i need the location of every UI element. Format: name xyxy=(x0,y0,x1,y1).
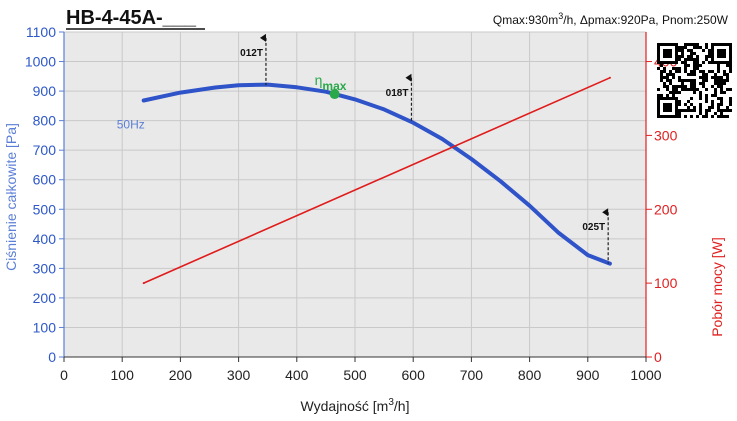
y-left-tick-label: 600 xyxy=(33,172,57,188)
power-point xyxy=(143,282,145,284)
pressure-point xyxy=(383,108,385,110)
y-left-tick-label: 400 xyxy=(33,231,57,247)
pressure-point xyxy=(412,122,414,124)
y-left-tick-label: 900 xyxy=(33,83,57,99)
x-tick-label: 800 xyxy=(518,367,542,383)
y-left-tick-label: 200 xyxy=(33,290,57,306)
pressure-point xyxy=(499,180,501,182)
pressure-point xyxy=(558,232,560,234)
marker-label: 012T xyxy=(240,48,263,59)
y-left-tick-label: 1000 xyxy=(25,54,56,70)
series-label-50hz: 50Hz xyxy=(117,118,145,132)
marker-label: 025T xyxy=(582,222,605,233)
x-tick-label: 0 xyxy=(60,367,68,383)
pressure-point xyxy=(237,84,239,86)
power-point xyxy=(609,77,611,79)
pressure-point xyxy=(609,262,611,264)
x-tick-label: 900 xyxy=(576,367,600,383)
x-tick-label: 400 xyxy=(285,367,309,383)
y-axis-right-label: Pobór mocy [W] xyxy=(709,237,725,337)
y-right-tick-label: 0 xyxy=(654,349,662,365)
marker-label: 018T xyxy=(386,88,409,99)
x-axis-label: Wydajność [m3/h] xyxy=(301,397,410,414)
spec-summary: Qmax:930m3/h, Δpmax:920Pa, Pnom:250W xyxy=(493,11,729,27)
x-tick-label: 500 xyxy=(343,367,367,383)
y-axis-left-label: Ciśnienie całkowite [Pa] xyxy=(3,123,19,271)
y-left-tick-label: 1100 xyxy=(26,24,56,40)
y-left-tick-label: 100 xyxy=(33,319,57,335)
x-tick-label: 1000 xyxy=(630,367,661,383)
y-left-tick-label: 500 xyxy=(33,201,57,217)
pressure-point xyxy=(267,83,269,85)
x-tick-label: 100 xyxy=(111,367,135,383)
pressure-point xyxy=(528,205,530,207)
pressure-point xyxy=(179,91,181,93)
y-right-tick-label: 300 xyxy=(654,127,678,143)
x-tick-label: 600 xyxy=(402,367,426,383)
x-tick-label: 200 xyxy=(169,367,193,383)
pressure-point xyxy=(143,99,145,101)
pressure-point xyxy=(587,254,589,256)
y-left-tick-label: 800 xyxy=(33,113,57,129)
pressure-point xyxy=(214,86,216,88)
y-left-tick-label: 700 xyxy=(33,142,57,158)
pressure-point xyxy=(470,158,472,160)
y-right-tick-label: 100 xyxy=(654,275,678,291)
pressure-point xyxy=(296,86,298,88)
x-tick-label: 700 xyxy=(460,367,484,383)
y-left-tick-label: 0 xyxy=(48,349,56,365)
pressure-point xyxy=(441,138,443,140)
chart-title: HB-4-45A-___ xyxy=(66,7,197,29)
x-tick-label: 300 xyxy=(227,367,251,383)
y-right-tick-label: 200 xyxy=(654,201,678,217)
plot-area: 0100200300400500600700800900100011000100… xyxy=(25,24,678,383)
pressure-point xyxy=(354,98,356,100)
y-left-tick-label: 300 xyxy=(33,260,57,276)
